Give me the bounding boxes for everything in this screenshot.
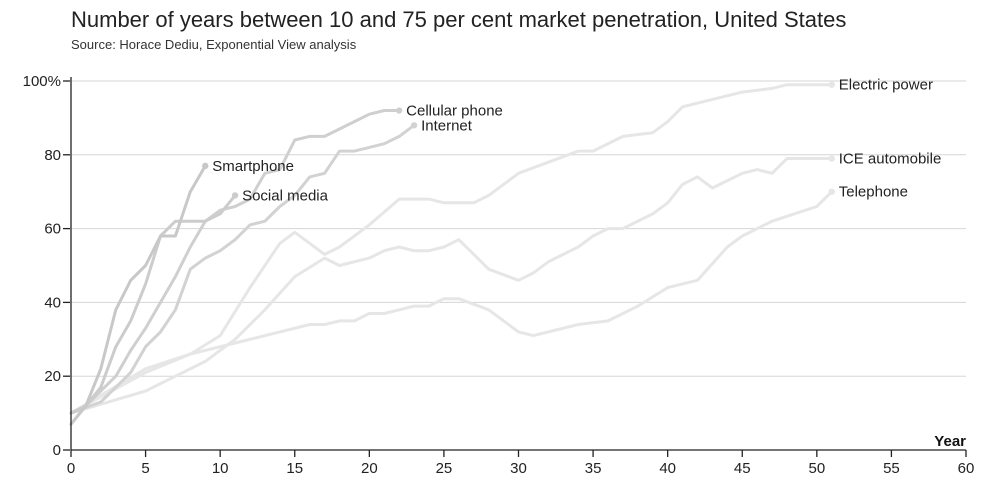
chart-title: Number of years between 10 and 75 per ce…	[71, 7, 846, 32]
y-tick-label: 40	[44, 294, 61, 311]
x-tick-label: 55	[883, 460, 900, 477]
series-label-electric-power: Electric power	[839, 77, 933, 94]
series-endpoint-internet	[410, 122, 418, 129]
y-tick-label: 60	[44, 221, 61, 238]
x-tick-label: 20	[361, 460, 378, 477]
x-tick-label: 15	[286, 460, 303, 477]
series-line-cellular-phone	[69, 109, 401, 426]
series-endpoint-cellular-phone	[395, 107, 403, 114]
x-tick-label: 0	[67, 460, 75, 477]
series-label-smartphone: Smartphone	[212, 158, 294, 175]
series-layer: Electric power ICE automobile Telephone Int…	[69, 77, 942, 426]
x-tick-label: 25	[436, 460, 453, 477]
series-label-internet: Internet	[421, 117, 473, 134]
x-tick-label: 45	[734, 460, 751, 477]
x-tick-label: 5	[141, 460, 149, 477]
series-endpoint-smartphone	[202, 162, 209, 170]
series-endpoint-telephone	[828, 188, 835, 195]
series-label-social-media: Social media	[242, 187, 329, 204]
series-line-ice-automobile	[69, 157, 834, 415]
y-tick-label: 0	[53, 442, 61, 459]
y-tick-label: 100%	[23, 73, 61, 90]
chart-subtitle: Source: Horace Dediu, Exponential View a…	[71, 37, 357, 52]
y-tick-label: 20	[44, 368, 61, 385]
series-line-electric-power	[69, 83, 834, 415]
series-line-telephone	[69, 190, 834, 415]
x-tick-label: 40	[659, 460, 676, 477]
x-tick-label: 30	[510, 460, 527, 477]
x-tick-label: 60	[958, 460, 975, 477]
series-endpoint-ice-automobile	[828, 155, 835, 162]
x-tick-label: 10	[212, 460, 229, 477]
axis-layer: 0 20 40 60 80 100% 0 5 10 15 20 25 30 35 40 45 50 55 60	[23, 73, 975, 477]
series-line-smartphone	[69, 164, 207, 426]
series-endpoint-electric-power	[828, 81, 835, 88]
series-endpoint-social-media	[231, 192, 239, 199]
series-label-cellular-phone: Cellular phone	[406, 103, 503, 120]
x-tick-label: 50	[808, 460, 825, 477]
grid-layer	[71, 80, 966, 377]
series-line-internet	[69, 123, 416, 415]
series-label-telephone: Telephone	[839, 184, 908, 201]
x-tick-label: 35	[585, 460, 602, 477]
y-tick-label: 80	[44, 147, 61, 164]
series-line-social-media	[69, 193, 237, 415]
series-label-ice-automobile: ICE automobile	[839, 150, 942, 167]
x-axis-title: Year	[934, 433, 966, 450]
